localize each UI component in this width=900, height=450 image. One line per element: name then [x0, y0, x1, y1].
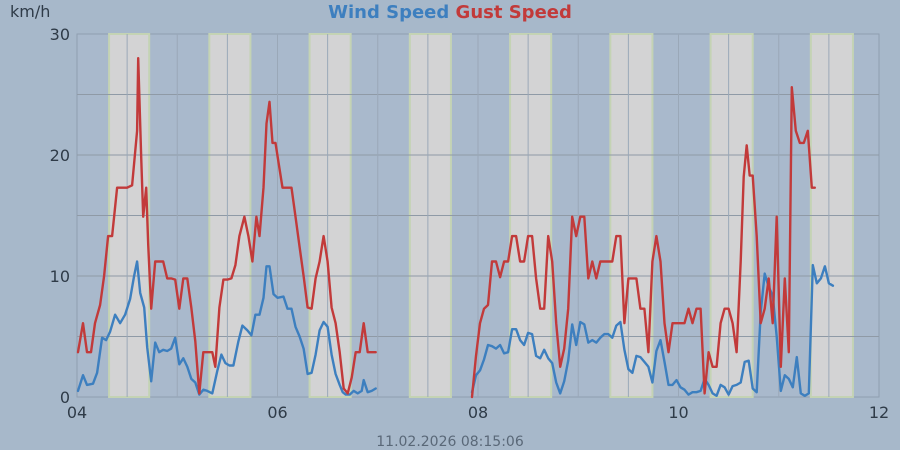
gust-speed-line: [470, 86, 816, 399]
y-tick-label: 20: [50, 146, 70, 165]
wind-speed-line: [76, 260, 377, 396]
axis-ticks: 0 10 20 30 04 06 08 10 12: [50, 25, 890, 422]
series-lines: [76, 57, 835, 399]
title-wind-speed: Wind Speed: [328, 2, 449, 23]
x-tick-label: 04: [67, 403, 87, 422]
x-tick-label: 08: [468, 403, 488, 422]
y-tick-label: 0: [60, 388, 70, 407]
x-tick-label: 12: [869, 403, 889, 422]
y-tick-label: 10: [50, 267, 70, 286]
chart-title: Wind Speed Gust Speed: [328, 2, 572, 23]
x-tick-label: 10: [668, 403, 688, 422]
y-unit-label: km/h: [10, 2, 50, 21]
x-tick-label: 06: [267, 403, 287, 422]
timestamp: 11.02.2026 08:15:06: [376, 434, 524, 450]
gust-speed-line: [76, 57, 377, 395]
title-gust-speed: Gust Speed: [456, 2, 572, 23]
y-tick-label: 30: [50, 25, 70, 44]
